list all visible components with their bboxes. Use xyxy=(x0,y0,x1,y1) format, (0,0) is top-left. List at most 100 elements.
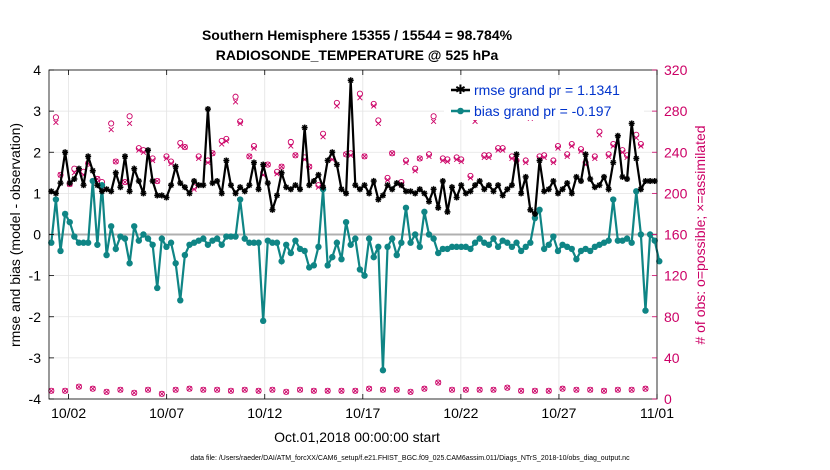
rmse-point xyxy=(582,151,589,158)
rmse-point xyxy=(513,151,520,158)
bias-point xyxy=(642,307,649,314)
bias-point xyxy=(610,196,617,203)
obs-possible-point xyxy=(181,144,188,151)
rmse-point-stroke xyxy=(573,174,580,180)
y-left-tick-label: -4 xyxy=(29,391,42,407)
rmse-point-stroke xyxy=(467,188,474,195)
obs-assimilated-stroke xyxy=(311,388,317,394)
obs-assimilated-point xyxy=(628,387,635,393)
bias-point xyxy=(407,239,414,246)
obs-possible-point xyxy=(117,386,124,393)
obs-possible-point xyxy=(504,384,511,391)
rmse-point xyxy=(591,184,598,191)
obs-assimilated-stroke xyxy=(559,386,566,392)
obs-assimilated-point xyxy=(509,155,515,162)
bias-point xyxy=(287,249,295,257)
rmse-point-stroke xyxy=(380,192,386,199)
obs-assimilated-point xyxy=(90,386,96,392)
bias-point xyxy=(623,235,631,242)
rmse-point xyxy=(573,173,580,180)
rmse-point xyxy=(458,182,465,189)
obs-assimilated-stroke xyxy=(499,147,506,153)
bias-point xyxy=(522,243,529,251)
bias-point xyxy=(172,260,179,267)
bias-point xyxy=(453,243,460,251)
obs-assimilated-point xyxy=(499,147,506,153)
rmse-point-stroke xyxy=(126,188,133,195)
obs-assimilated-point xyxy=(223,138,230,144)
obs-assimilated-stroke xyxy=(168,160,174,167)
rmse-point-stroke xyxy=(76,165,82,172)
rmse-point xyxy=(453,194,460,201)
rmse-point xyxy=(287,186,294,193)
obs-assimilated-stroke xyxy=(251,145,257,151)
obs-assimilated-stroke xyxy=(200,387,207,393)
rmse-point-stroke xyxy=(490,188,497,195)
rmse-point-stroke xyxy=(149,178,156,184)
rmse-point xyxy=(223,157,230,164)
rmse-point xyxy=(426,198,432,205)
obs-assimilated-stroke xyxy=(265,161,271,168)
obs-assimilated-point xyxy=(126,120,133,127)
legend-rmse-marker: ✱ xyxy=(455,82,466,97)
rmse-point xyxy=(186,190,193,197)
rmse-point-stroke xyxy=(463,190,469,197)
rmse-point xyxy=(647,178,654,185)
rmse-point-stroke xyxy=(518,190,524,197)
rmse-point xyxy=(568,190,575,197)
obs-assimilated-point xyxy=(541,154,547,161)
obs-assimilated-stroke xyxy=(315,184,322,190)
rmse-point-stroke xyxy=(527,207,534,213)
obs-possible-point xyxy=(75,383,82,390)
obs-assimilated-stroke xyxy=(476,387,483,393)
rmse-point xyxy=(163,194,170,201)
bias-point xyxy=(646,231,654,238)
obs-assimilated-stroke xyxy=(444,158,451,165)
obs-assimilated-point xyxy=(274,171,280,177)
rmse-point-stroke xyxy=(260,161,266,168)
rmse-point-stroke xyxy=(242,188,248,195)
obs-assimilated-stroke xyxy=(361,153,368,160)
bias-point xyxy=(425,231,433,238)
rmse-point xyxy=(66,180,73,187)
obs-assimilated-stroke xyxy=(145,387,151,393)
obs-assimilated-point xyxy=(347,152,354,159)
bias-point xyxy=(218,241,225,248)
rmse-point-stroke xyxy=(311,178,317,184)
rmse-point-stroke xyxy=(265,180,271,186)
rmse-point-stroke xyxy=(421,190,428,197)
bias-point xyxy=(338,255,345,263)
bias-point xyxy=(149,241,156,248)
rmse-point xyxy=(476,178,483,185)
rmse-point xyxy=(352,182,359,189)
rmse-point-stroke xyxy=(430,186,437,192)
rmse-point xyxy=(462,190,469,197)
rmse-point xyxy=(227,182,234,189)
obs-assimilated-stroke xyxy=(347,152,354,159)
rmse-point xyxy=(80,182,87,189)
obs-assimilated-stroke xyxy=(177,143,183,149)
obs-possible-point xyxy=(462,386,469,393)
obs-assimilated-stroke xyxy=(435,379,441,386)
obs-assimilated-stroke xyxy=(440,157,446,164)
rmse-point xyxy=(472,182,479,189)
bias-point xyxy=(71,233,78,240)
legend: ✱ rmse grand pr = 1.1341 bias grand pr =… xyxy=(444,80,644,120)
rmse-point xyxy=(278,169,285,176)
bias-point xyxy=(329,253,336,261)
rmse-point xyxy=(98,188,105,195)
obs-possible-point xyxy=(352,387,359,394)
obs-assimilated-point xyxy=(486,154,492,161)
obs-assimilated-point xyxy=(182,144,188,150)
rmse-point-stroke xyxy=(624,176,630,182)
obs-assimilated-point xyxy=(458,158,464,165)
obs-assimilated-stroke xyxy=(117,387,124,393)
obs-assimilated-stroke xyxy=(403,159,409,166)
obs-assimilated-point xyxy=(490,387,497,393)
obs-assimilated-point xyxy=(265,161,271,168)
obs-possible-point xyxy=(407,388,414,395)
bias-point xyxy=(628,239,635,246)
obs-assimilated-point xyxy=(596,132,603,138)
obs-assimilated-stroke xyxy=(628,387,635,393)
rmse-point xyxy=(94,182,101,189)
